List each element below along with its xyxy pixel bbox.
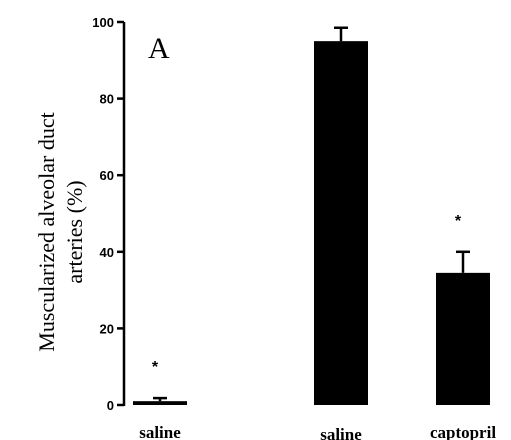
- bar: [314, 41, 368, 406]
- category-label: captopril: [430, 423, 496, 440]
- significance-marker: *: [152, 359, 159, 376]
- category-label: saline: [139, 423, 181, 440]
- y-tick-label: 100: [92, 15, 114, 30]
- y-tick-label: 60: [100, 168, 114, 183]
- y-tick-label: 20: [100, 321, 114, 336]
- y-axis-title-line-1: Muscularized alveolar duct: [34, 112, 59, 351]
- y-tick-label: 0: [107, 398, 114, 413]
- panel-label: A: [148, 32, 170, 65]
- bar: [436, 272, 490, 405]
- category-labels: saline saline captopril: [139, 423, 496, 440]
- y-axis-ticks: 0 20 40 60 80 100: [92, 15, 124, 413]
- significance-marker: *: [455, 213, 462, 230]
- y-tick-label: 40: [100, 245, 114, 260]
- y-axis-title-line-2: arteries (%): [62, 180, 87, 283]
- y-axis-title: Muscularized alveolar duct arteries (%): [34, 112, 87, 351]
- bar: [133, 401, 187, 405]
- category-label: saline: [320, 425, 362, 440]
- y-tick-label: 80: [100, 92, 114, 107]
- bars: **: [133, 26, 490, 406]
